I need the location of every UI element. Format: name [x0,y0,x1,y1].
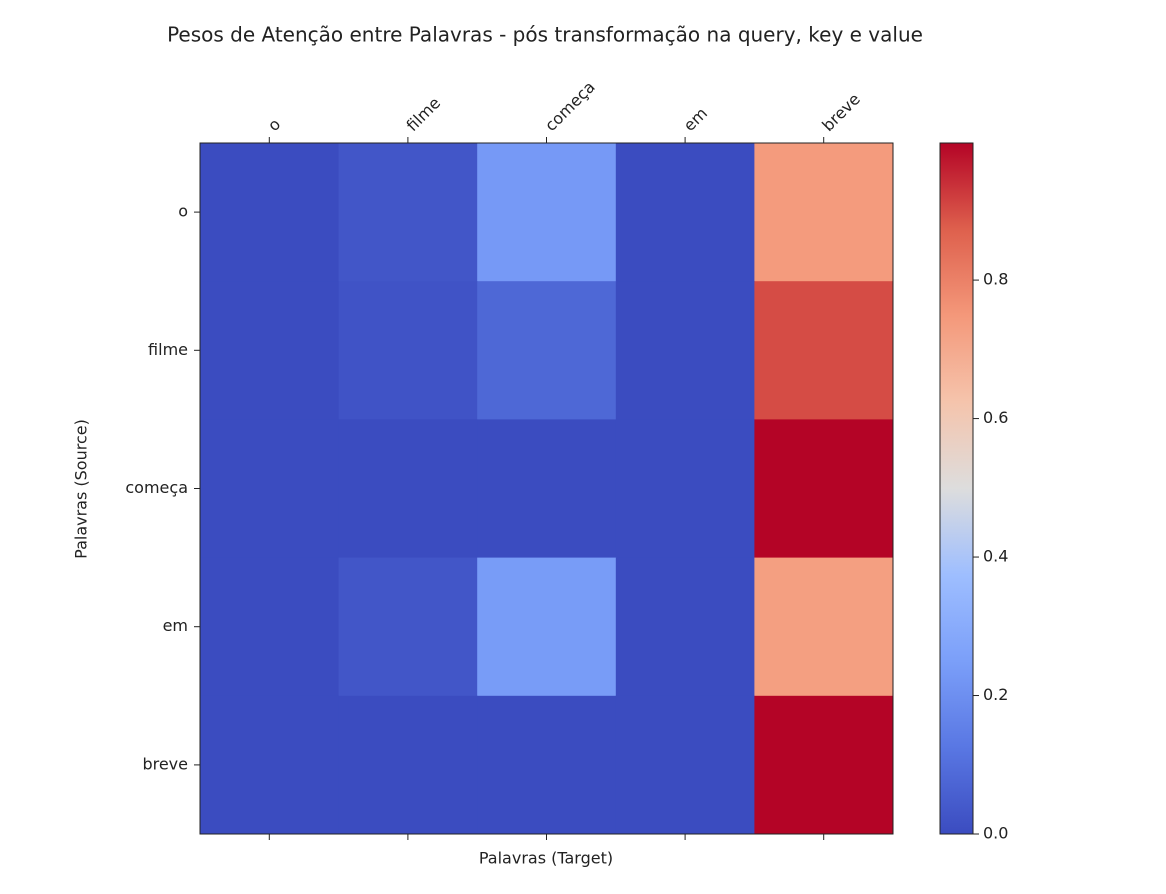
colorbar [939,142,974,835]
heatmap-cell [338,557,478,697]
x-tick-label: começa [541,77,599,135]
heatmap-cell [200,419,340,559]
heatmap-cell [615,695,755,835]
heatmap-cell [615,419,755,559]
colorbar-tick-label: 0.8 [983,270,1008,289]
y-tick-label: breve [142,754,188,773]
y-tick-label: em [163,616,188,635]
heatmap-cell [338,419,478,559]
heatmap-cell [477,419,617,559]
heatmap-cell [615,557,755,697]
heatmap-cell [477,281,617,420]
x-tick-label: filme [402,93,444,135]
y-tick-label: o [178,202,188,221]
heatmap-cell [338,143,478,282]
colorbar-tick-label: 0.0 [983,824,1008,843]
colorbar-tick-label: 0.2 [983,685,1008,704]
y-axis-label: Palavras (Source) [72,419,91,559]
heatmap-cell [754,695,894,835]
colorbar-tick-label: 0.6 [983,408,1008,427]
chart-title: Pesos de Atenção entre Palavras - pós tr… [167,23,923,47]
heatmap-cell [754,557,894,697]
heatmap-cell [338,695,478,835]
heatmap-cell [200,695,340,835]
y-tick-label: começa [125,478,188,497]
heatmap-cell [754,143,894,282]
colorbar-tick-label: 0.4 [983,547,1008,566]
heatmap-cell [477,557,617,697]
heatmap-cell [754,281,894,420]
x-axis-label: Palavras (Target) [479,849,613,868]
y-tick-label: filme [148,340,188,359]
heatmap-cell [200,143,340,282]
x-tick-label: breve [818,89,864,135]
heatmap-cell [200,557,340,697]
heatmap-cell [615,143,755,282]
x-tick-label: em [680,104,711,135]
x-tick-label: o [264,115,284,135]
heatmap-cell [477,143,617,282]
heatmap-cell [200,281,340,420]
heatmap-cell [615,281,755,420]
heatmap-cell [754,419,894,559]
heatmap-cell [338,281,478,420]
heatmap-cell [477,695,617,835]
